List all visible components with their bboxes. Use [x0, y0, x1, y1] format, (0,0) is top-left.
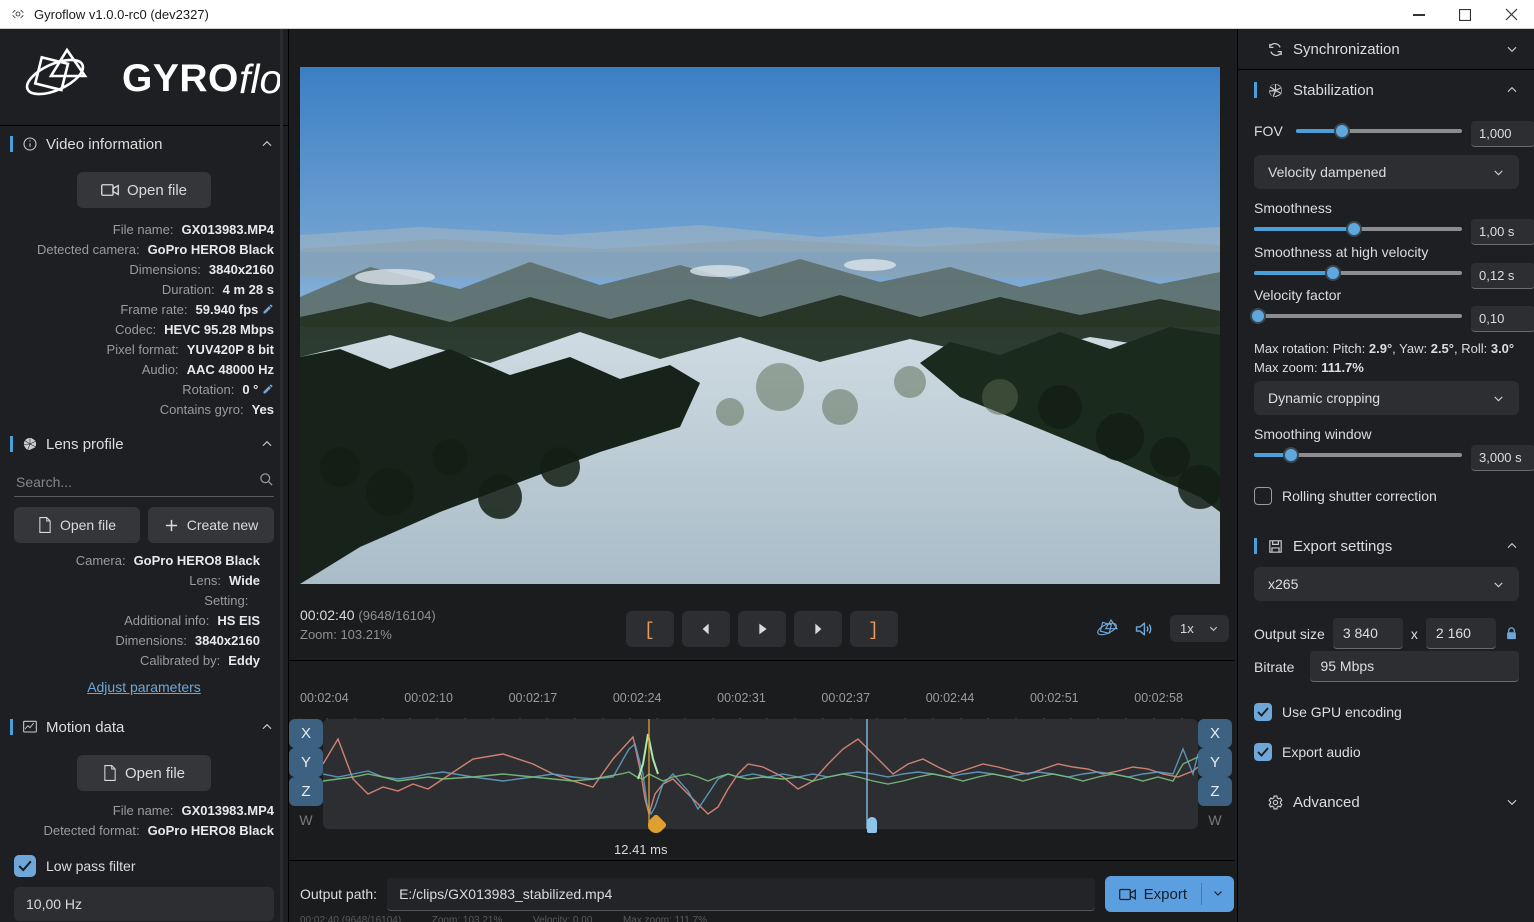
svg-text:GYRO: GYRO [122, 57, 239, 100]
svg-text:flow: flow [239, 56, 282, 102]
svg-text:[: [ [644, 621, 655, 639]
svg-text:]: ] [868, 621, 879, 639]
